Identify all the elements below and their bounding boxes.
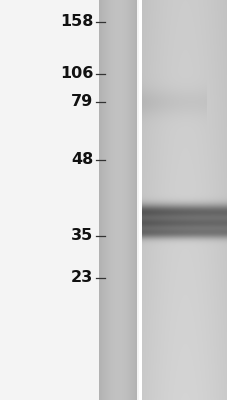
Text: 23: 23 bbox=[71, 270, 93, 286]
Text: 48: 48 bbox=[71, 152, 93, 168]
Text: 35: 35 bbox=[71, 228, 93, 244]
Text: 79: 79 bbox=[71, 94, 93, 110]
Text: 106: 106 bbox=[60, 66, 93, 82]
Text: 158: 158 bbox=[60, 14, 93, 30]
